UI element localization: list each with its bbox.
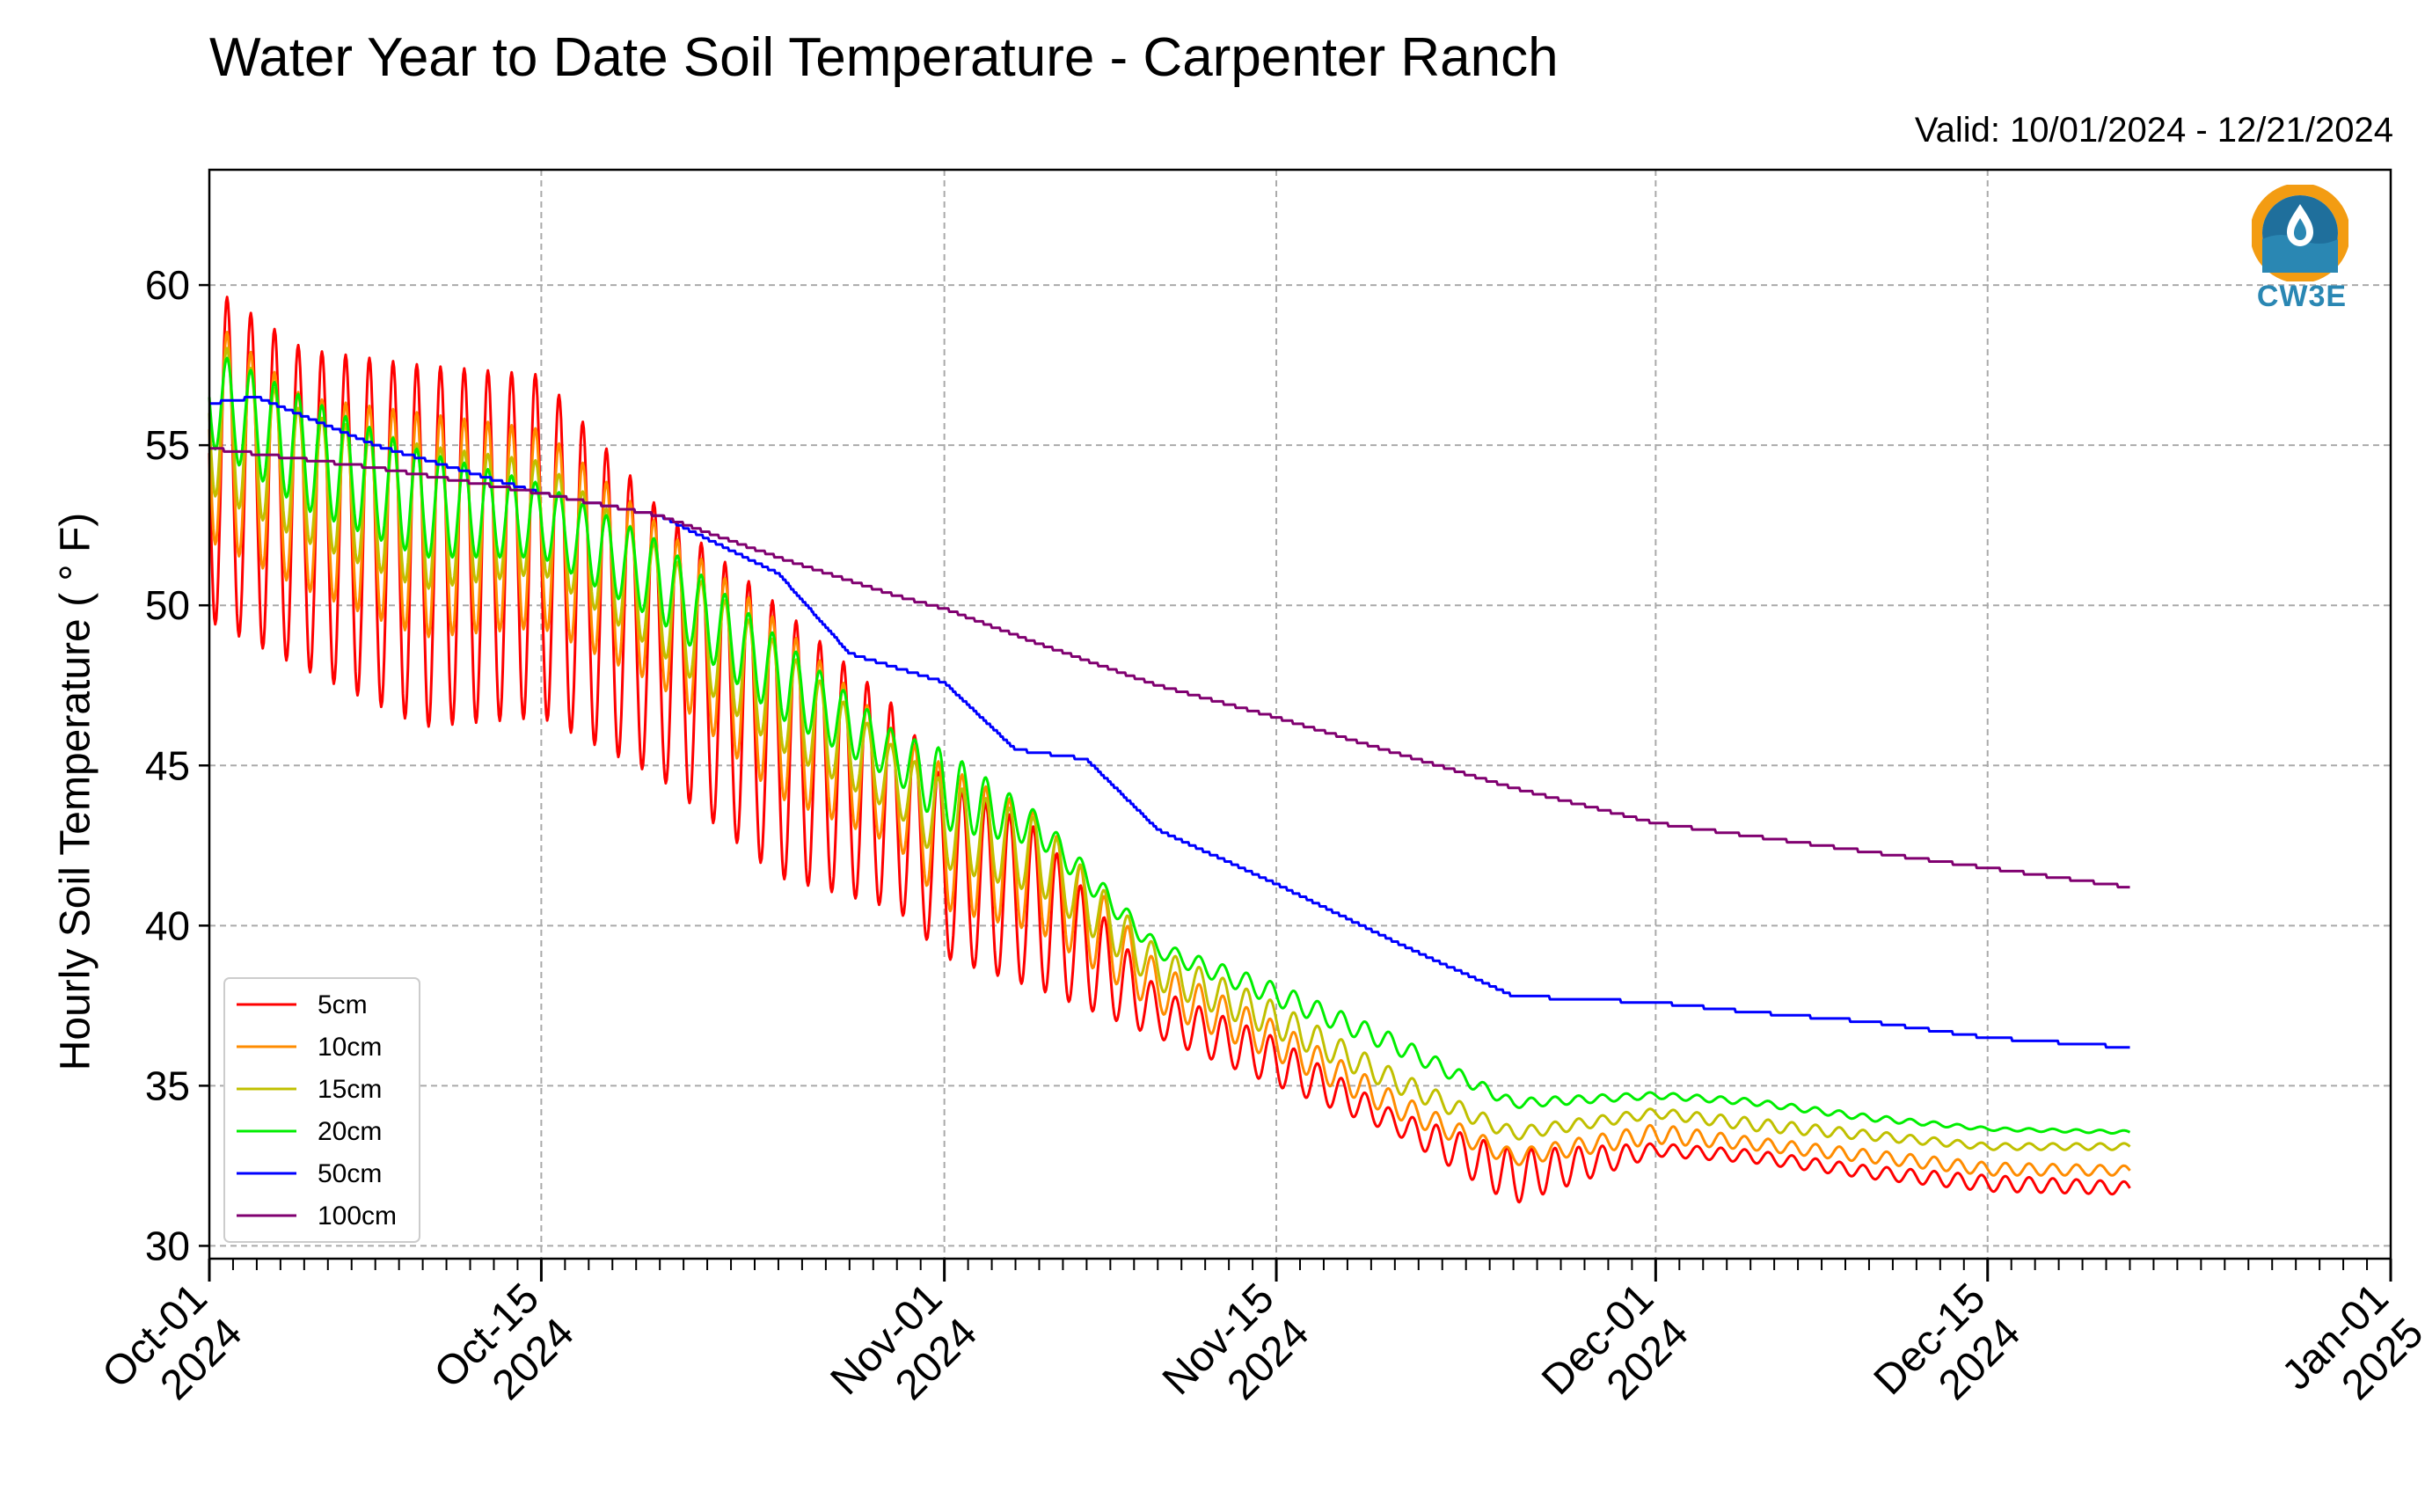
- y-tick-label: 30: [145, 1223, 190, 1268]
- grid-lines: [208, 170, 2392, 1259]
- legend: 5cm 10cm 15cm 20cm 50cm 100cm: [223, 977, 420, 1243]
- series-line-10cm: [208, 331, 2131, 1177]
- legend-label-10cm: 10cm: [318, 1033, 382, 1062]
- legend-label-100cm: 100cm: [318, 1202, 397, 1231]
- y-tick-label: 55: [145, 422, 190, 468]
- y-tick-label: 35: [145, 1063, 190, 1108]
- legend-label-50cm: 50cm: [318, 1159, 382, 1188]
- series-line-5cm: [208, 296, 2131, 1204]
- chart-subtitle: Valid: 10/01/2024 - 12/21/2024: [1914, 111, 2393, 150]
- plot-frame: [208, 168, 2392, 1260]
- cw3e-logo-text: CW3E: [2256, 280, 2348, 313]
- series-line-20cm: [208, 356, 2131, 1135]
- series-line-100cm: [208, 447, 2130, 889]
- legend-label-5cm: 5cm: [318, 990, 368, 1019]
- y-tick-label: 45: [145, 742, 190, 788]
- legend-box: [223, 977, 420, 1243]
- chart-title: Water Year to Date Soil Temperature - Ca…: [209, 27, 1559, 88]
- y-tick-label: 60: [145, 262, 190, 308]
- series-layer: [208, 296, 2131, 1204]
- cw3e-logo-icon: [2250, 183, 2350, 283]
- y-tick-label: 40: [145, 902, 190, 948]
- series-line-50cm: [208, 396, 2130, 1049]
- legend-label-20cm: 20cm: [318, 1117, 382, 1146]
- legend-label-15cm: 15cm: [318, 1075, 382, 1104]
- y-tick-label: 50: [145, 582, 190, 628]
- series-line-15cm: [208, 347, 2131, 1151]
- cw3e-logo: [2250, 183, 2350, 325]
